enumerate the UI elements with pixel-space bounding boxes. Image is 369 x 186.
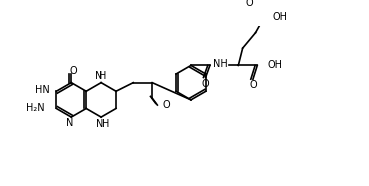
- Text: N: N: [95, 71, 102, 81]
- Text: H: H: [99, 71, 107, 81]
- Text: H: H: [102, 119, 109, 129]
- Text: H₂N: H₂N: [26, 103, 44, 113]
- Text: OH: OH: [273, 12, 288, 22]
- Text: O: O: [69, 66, 77, 76]
- Text: O: O: [246, 0, 254, 8]
- Text: N: N: [96, 119, 103, 129]
- Text: O: O: [202, 78, 210, 89]
- Text: NH: NH: [213, 59, 228, 69]
- Text: OH: OH: [268, 60, 283, 70]
- Text: N: N: [66, 118, 73, 128]
- Text: O: O: [162, 100, 170, 110]
- Text: HN: HN: [35, 84, 49, 94]
- Text: O: O: [249, 80, 257, 90]
